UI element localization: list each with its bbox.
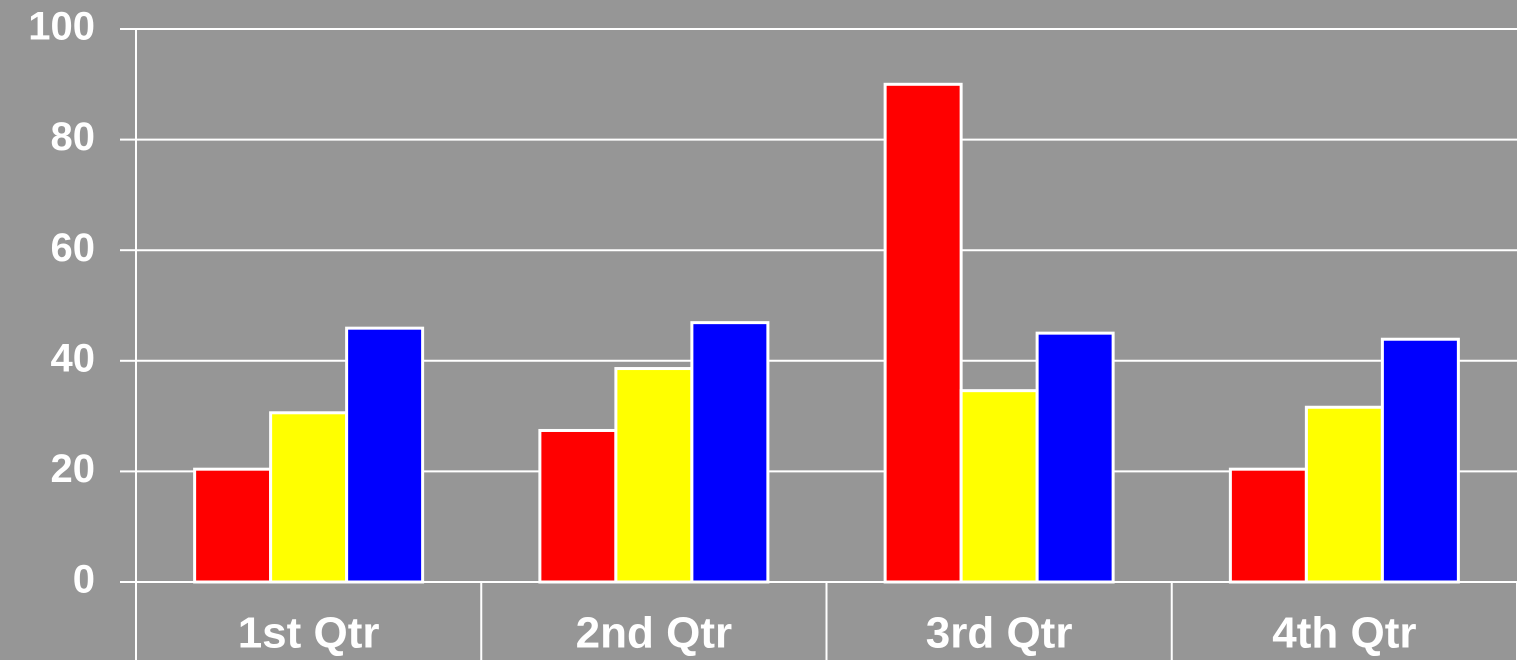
bar: [614, 367, 694, 584]
y-tick-label: 80: [51, 115, 96, 159]
y-tick-label: 60: [51, 226, 96, 270]
bar: [538, 428, 618, 584]
bar: [690, 321, 770, 584]
x-tick-label: 2nd Qtr: [576, 609, 732, 658]
x-tick-label: 1st Qtr: [238, 609, 380, 658]
bar: [959, 389, 1039, 584]
bar: [193, 467, 273, 584]
bar: [883, 82, 963, 584]
bar: [1035, 331, 1115, 584]
y-tick-label: 0: [73, 558, 95, 602]
y-tick-label: 100: [28, 5, 95, 49]
y-tick-label: 40: [51, 336, 96, 380]
bar: [1380, 337, 1460, 584]
x-tick-label: 4th Qtr: [1272, 609, 1416, 658]
y-tick-label: 20: [51, 447, 96, 491]
bar: [1228, 467, 1308, 584]
bar: [1304, 405, 1384, 584]
bar: [269, 411, 349, 584]
x-tick-label: 3rd Qtr: [926, 609, 1073, 658]
bar: [345, 326, 425, 584]
